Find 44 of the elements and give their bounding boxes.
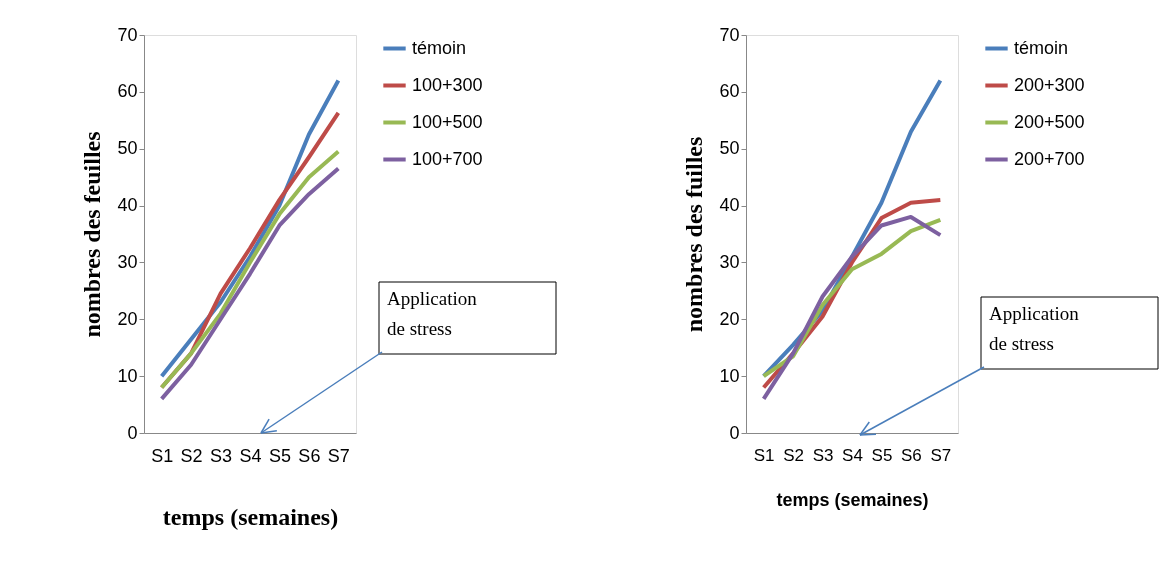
- legend-label: 200+500: [1014, 111, 1085, 132]
- x-tick-label: S7: [327, 445, 350, 466]
- legend-label: témoin: [1014, 37, 1069, 58]
- x-axis-title: temps (semaines): [776, 489, 929, 510]
- y-tick-label: 0: [127, 422, 138, 443]
- x-tick-label: S7: [930, 445, 952, 465]
- legend-label: 200+300: [1014, 74, 1085, 95]
- y-tick-label: 50: [719, 138, 740, 159]
- x-tick-label: S4: [842, 445, 863, 465]
- y-tick-label: 30: [719, 251, 740, 272]
- legend-label: 100+500: [412, 111, 483, 132]
- y-tick-label: 40: [719, 195, 740, 216]
- y-tick-label: 50: [117, 138, 138, 159]
- legend-label: 100+300: [412, 74, 483, 95]
- y-tick-label: 10: [117, 365, 138, 386]
- x-tick-label: S4: [239, 445, 262, 466]
- x-tick-label: S3: [210, 445, 233, 466]
- x-tick-label: S2: [180, 445, 203, 466]
- y-tick-label: 20: [719, 308, 740, 329]
- x-tick-label: S5: [871, 445, 893, 465]
- x-axis-title: temps (semaines): [162, 503, 339, 530]
- text: Application de stress: [387, 288, 478, 339]
- x-tick-label: S3: [812, 445, 834, 465]
- y-tick-label: 10: [719, 365, 740, 386]
- y-axis-title: nombres des feuilles: [79, 131, 106, 338]
- legend-label: 200+700: [1014, 148, 1085, 169]
- y-tick-label: 60: [719, 81, 740, 102]
- y-tick-label: 0: [729, 422, 740, 443]
- y-tick-label: 70: [719, 24, 740, 45]
- x-tick-label: S2: [783, 445, 805, 465]
- x-tick-label: S6: [298, 445, 321, 466]
- x-tick-label: S5: [268, 445, 291, 466]
- y-tick-label: 60: [117, 81, 138, 102]
- x-tick-label: S1: [753, 445, 775, 465]
- y-axis-title: nombres des fuilles: [681, 136, 708, 333]
- legend-label: 100+700: [412, 148, 483, 169]
- legend-label: témoin: [412, 37, 467, 58]
- y-tick-label: 40: [117, 195, 138, 216]
- y-tick-label: 20: [117, 308, 138, 329]
- y-tick-label: 30: [117, 251, 138, 272]
- x-tick-label: S6: [900, 445, 922, 465]
- y-tick-label: 70: [117, 24, 138, 45]
- x-tick-label: S1: [151, 445, 174, 466]
- text: Application de stress: [989, 303, 1080, 354]
